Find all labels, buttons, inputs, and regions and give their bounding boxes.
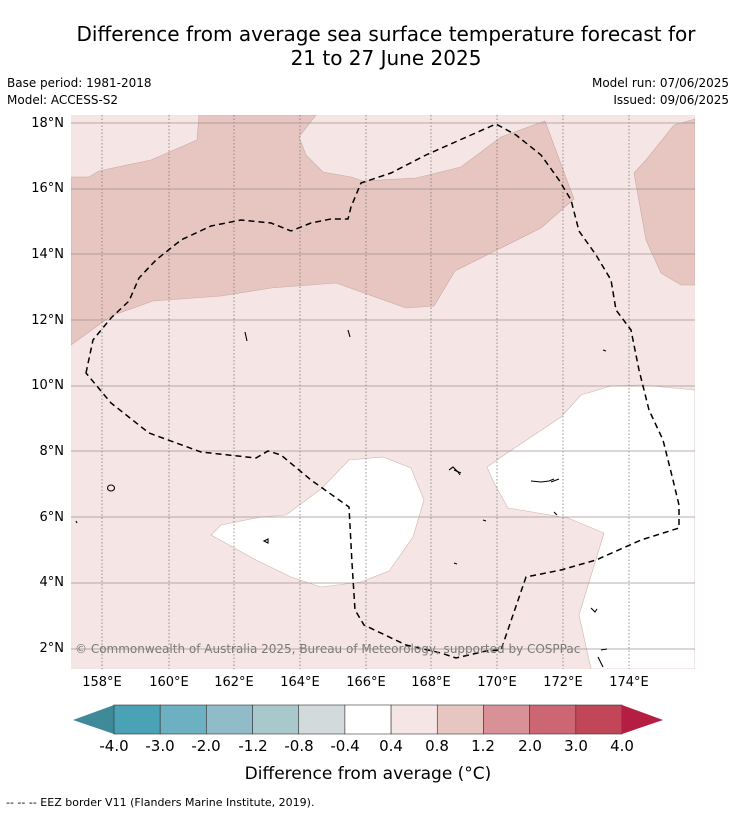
warm-patch-northeast [633,118,695,286]
colorbar-segment [390,704,438,735]
colorbar-segment [529,704,577,735]
eez-footnote: -- -- -- EEZ border V11 (Flanders Marine… [6,796,315,809]
cb-tick-11: 3.0 [564,737,588,755]
colorbar-segment [298,704,346,735]
cb-tick-7: 0.4 [379,737,403,755]
cb-tick-12: 4.0 [610,737,634,755]
neutral-region-southwest [210,456,425,588]
lat-label-18n: 18°N [31,116,64,131]
lon-label-168e: 168°E [411,675,451,690]
meta-left: Base period: 1981-2018 Model: ACCESS-S2 [7,75,152,109]
base-period: Base period: 1981-2018 [7,76,152,90]
model-run: Model run: 07/06/2025 [591,76,729,90]
neutral-region-east [486,384,695,669]
title-line-1: Difference from average sea surface temp… [76,22,696,46]
cb-tick-8: 0.8 [425,737,449,755]
issued-date: Issued: 09/06/2025 [613,93,729,107]
colorbar-segment [206,704,253,735]
lon-label-164e: 164°E [280,675,320,690]
cb-tick-4: -1.2 [238,737,268,755]
copyright-notice: © Commonwealth of Australia 2025, Bureau… [75,642,581,656]
colorbar [73,704,663,735]
colorbar-segment [252,704,300,735]
lat-label-6n: 6°N [39,510,65,525]
lat-label-16n: 16°N [31,181,64,196]
lat-label-10n: 10°N [31,378,64,393]
lon-label-162e: 162°E [214,675,254,690]
lat-label-8n: 8°N [39,444,65,459]
colorbar-title: Difference from average (°C) [244,764,492,784]
colorbar-segment [159,704,207,735]
colorbar-segment [344,704,392,735]
colorbar-arrow-high [622,705,663,734]
colorbar-segment [483,704,530,735]
lon-label-172e: 172°E [543,675,583,690]
lon-label-170e: 170°E [477,675,517,690]
cb-tick-5: -0.8 [284,737,314,755]
warm-patch-north [71,115,575,346]
lat-label-12n: 12°N [31,313,64,328]
lat-label-14n: 14°N [31,247,64,262]
model-name: Model: ACCESS-S2 [7,93,119,107]
latitude-lines [71,122,695,650]
cb-tick-10: 2.0 [518,737,542,755]
islands [75,329,608,668]
lon-label-174e: 174°E [609,675,649,690]
lat-label-4n: 4°N [39,575,65,590]
lon-label-166e: 166°E [346,675,386,690]
cb-tick-2: -3.0 [145,737,175,755]
cb-tick-1: -4.0 [99,737,129,755]
cb-tick-9: 1.2 [471,737,495,755]
sst-anomaly-map [71,115,695,669]
colorbar-arrow-low [73,705,114,734]
lat-label-2n: 2°N [39,641,65,656]
cb-tick-6: -0.4 [330,737,360,755]
colorbar-segments [113,704,623,735]
colorbar-segment [113,704,161,735]
lon-label-160e: 160°E [149,675,189,690]
colorbar-segment [436,704,484,735]
eez-border [85,123,680,659]
chart-title: Difference from average sea surface temp… [0,22,736,70]
lon-label-158e: 158°E [82,675,122,690]
gridlines [101,115,630,669]
cb-tick-3: -2.0 [191,737,221,755]
colorbar-segment [575,704,623,735]
title-line-2: 21 to 27 June 2025 [290,46,482,70]
meta-right: Model run: 07/06/2025 Issued: 09/06/2025 [592,75,729,109]
